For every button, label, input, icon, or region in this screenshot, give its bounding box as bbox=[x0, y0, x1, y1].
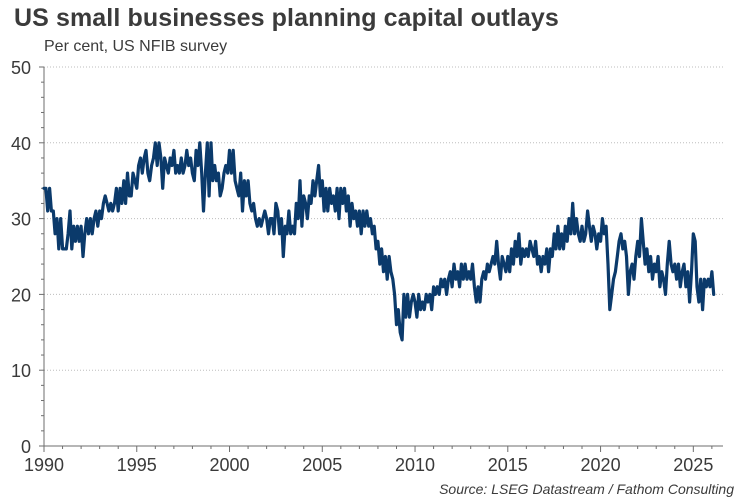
x-tick-label: 2015 bbox=[488, 455, 528, 475]
x-tick-label: 2025 bbox=[673, 455, 713, 475]
y-tick-label: 30 bbox=[11, 210, 31, 230]
series-line bbox=[42, 141, 716, 342]
chart-title: US small businesses planning capital out… bbox=[14, 4, 559, 32]
gridlines bbox=[44, 66, 723, 371]
chart-subtitle: Per cent, US NFIB survey bbox=[44, 38, 228, 55]
x-tick-label: 2020 bbox=[581, 455, 621, 475]
y-tick-label: 50 bbox=[11, 58, 31, 78]
x-tick-label: 1995 bbox=[117, 455, 157, 475]
y-tick-label: 0 bbox=[21, 437, 31, 457]
series-layer bbox=[42, 141, 716, 342]
x-tick-label: 1990 bbox=[24, 455, 64, 475]
source-note: Source: LSEG Datastream / Fathom Consult… bbox=[439, 481, 734, 497]
axes: 0 10 20 30 40 50 1990 1995 2000 2005 2010 2015 2020 2… bbox=[11, 58, 723, 475]
x-tick-label: 2005 bbox=[302, 455, 342, 475]
y-tick-label: 40 bbox=[11, 134, 31, 154]
x-tick-label: 2000 bbox=[209, 455, 249, 475]
y-tick-label: 10 bbox=[11, 361, 31, 381]
x-tick-label: 2010 bbox=[395, 455, 435, 475]
y-tick-label: 20 bbox=[11, 285, 31, 305]
